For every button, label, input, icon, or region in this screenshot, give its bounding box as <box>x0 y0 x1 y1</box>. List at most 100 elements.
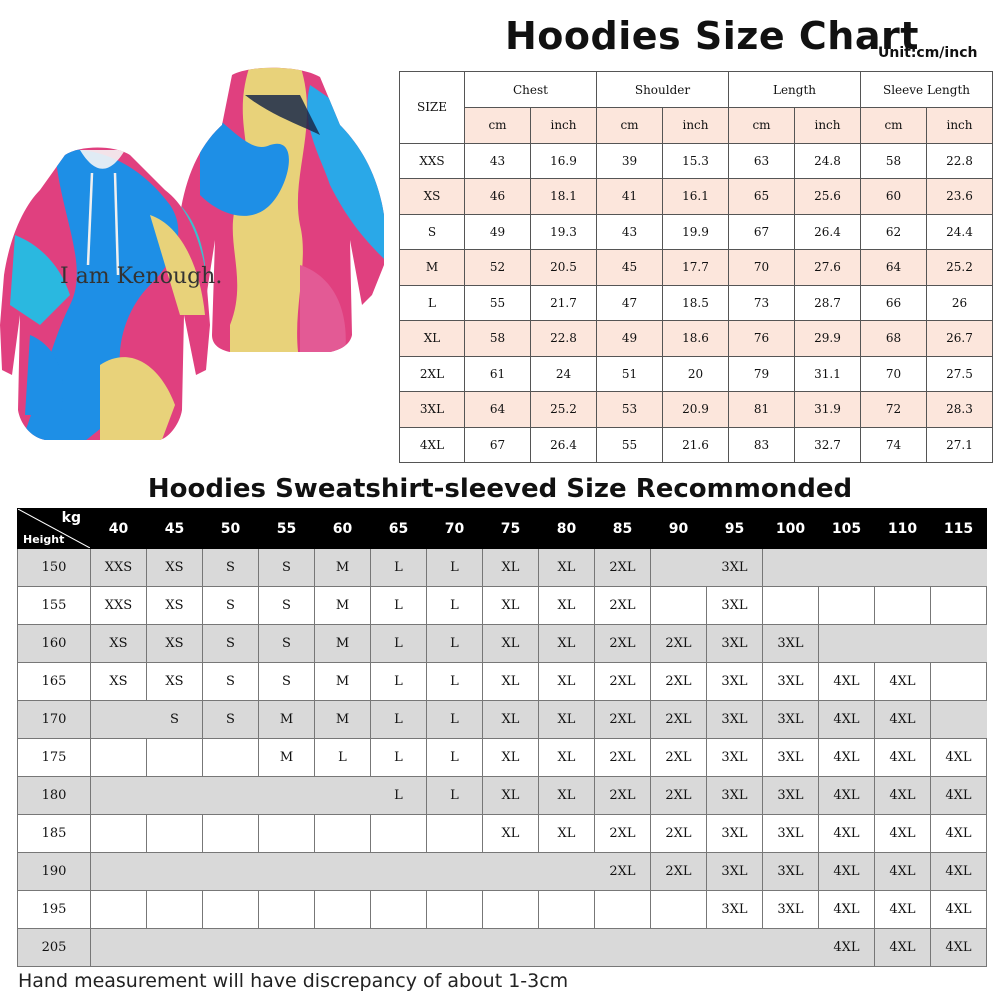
weight-header: 105 <box>818 508 875 549</box>
recommend-cell <box>90 814 147 853</box>
col-length: Length <box>728 71 861 108</box>
recommend-cell: XS <box>146 548 203 587</box>
measure-cell: 24.8 <box>794 142 861 179</box>
recommend-cell <box>930 700 987 739</box>
measure-cell: 58 <box>860 142 927 179</box>
recommend-cell: S <box>202 548 259 587</box>
recommend-cell: 4XL <box>930 852 987 891</box>
measure-cell: 55 <box>596 426 663 463</box>
recommend-cell: L <box>426 662 483 701</box>
recommend-cell <box>202 738 259 777</box>
recommend-cell <box>594 890 651 929</box>
recommend-cell: 4XL <box>818 738 875 777</box>
measure-cell: 28.7 <box>794 284 861 321</box>
recommend-cell: 4XL <box>874 776 931 815</box>
size-row: 4XL 67 26.4 55 21.6 83 32.7 74 27.1 <box>399 426 993 463</box>
recommend-cell: 4XL <box>930 890 987 929</box>
recommend-title: Hoodies Sweatshirt-sleeved Size Recommon… <box>147 474 853 504</box>
height-cell: 175 <box>17 738 91 777</box>
weight-header: 90 <box>650 508 707 549</box>
unit-label: Unit:cm/inch <box>878 45 978 61</box>
size-recommend-table: kg Height 40 45 50 55 60 65 70 75 80 85 90 95 100 105… <box>17 508 987 967</box>
unit-inch: inch <box>794 107 861 144</box>
recommend-row: 160 XS XS S S M L L XL XL 2XL 2XL 3XL 3XL <box>17 624 987 663</box>
recommend-cell <box>314 814 371 853</box>
size-row: XL 58 22.8 49 18.6 76 29.9 68 26.7 <box>399 320 993 357</box>
recommend-cell <box>370 928 427 967</box>
recommend-cell <box>482 928 539 967</box>
recommend-cell: L <box>426 700 483 739</box>
recommend-cell: 4XL <box>874 852 931 891</box>
measure-cell: 27.5 <box>926 355 993 392</box>
height-cell: 205 <box>17 928 91 967</box>
recommend-cell <box>146 928 203 967</box>
recommend-cell <box>426 814 483 853</box>
recommend-cell: XL <box>482 662 539 701</box>
measure-cell: 26.4 <box>530 426 597 463</box>
recommend-cell: 2XL <box>650 700 707 739</box>
recommend-cell: 3XL <box>706 624 763 663</box>
measure-cell: 55 <box>464 284 531 321</box>
measure-cell: 62 <box>860 213 927 250</box>
recommend-cell: 2XL <box>650 852 707 891</box>
measure-cell: 83 <box>728 426 795 463</box>
recommend-cell: 2XL <box>594 776 651 815</box>
recommend-cell <box>146 852 203 891</box>
recommend-cell: XS <box>146 624 203 663</box>
measure-cell: 20.9 <box>662 391 729 428</box>
recommend-cell: L <box>370 662 427 701</box>
recommend-cell: 2XL <box>594 814 651 853</box>
recommend-cell: XXS <box>90 586 147 625</box>
recommend-cell <box>426 928 483 967</box>
recommend-cell <box>258 852 315 891</box>
recommend-cell: S <box>258 586 315 625</box>
recommend-cell: 4XL <box>874 738 931 777</box>
recommend-cell <box>90 890 147 929</box>
recommend-cell: 4XL <box>874 814 931 853</box>
recommend-cell <box>874 548 931 587</box>
size-row: XS 46 18.1 41 16.1 65 25.6 60 23.6 <box>399 178 993 215</box>
recommend-cell <box>202 776 259 815</box>
recommend-cell: S <box>146 700 203 739</box>
size-header: SIZE <box>399 71 465 144</box>
recommend-cell <box>650 928 707 967</box>
recommend-cell: 2XL <box>650 738 707 777</box>
height-cell: 180 <box>17 776 91 815</box>
weight-header: 70 <box>426 508 483 549</box>
measure-cell: 79 <box>728 355 795 392</box>
measure-cell: 16.9 <box>530 142 597 179</box>
weight-header: 60 <box>314 508 371 549</box>
recommend-cell: XS <box>90 624 147 663</box>
unit-cm: cm <box>728 107 795 144</box>
measure-cell: 66 <box>860 284 927 321</box>
recommend-cell: 4XL <box>874 890 931 929</box>
measure-cell: 68 <box>860 320 927 357</box>
recommend-cell: 3XL <box>706 776 763 815</box>
recommend-cell <box>90 928 147 967</box>
recommend-cell <box>314 776 371 815</box>
recommend-cell: 4XL <box>874 662 931 701</box>
size-row: XXS 43 16.9 39 15.3 63 24.8 58 22.8 <box>399 142 993 179</box>
recommend-cell: XL <box>538 738 595 777</box>
recommend-cell <box>370 852 427 891</box>
recommend-cell <box>538 890 595 929</box>
recommend-cell: 2XL <box>594 852 651 891</box>
recommend-cell: 2XL <box>650 814 707 853</box>
recommend-cell: M <box>314 700 371 739</box>
weight-header: 115 <box>930 508 987 549</box>
recommend-cell <box>146 814 203 853</box>
recommend-cell <box>818 586 875 625</box>
page-title: Hoodies Size Chart <box>505 14 919 58</box>
weight-header: 65 <box>370 508 427 549</box>
recommend-cell: L <box>426 548 483 587</box>
measure-cell: 16.1 <box>662 178 729 215</box>
recommend-cell: XL <box>482 548 539 587</box>
recommend-cell <box>258 890 315 929</box>
recommend-cell: L <box>426 776 483 815</box>
unit-inch: inch <box>530 107 597 144</box>
recommend-cell <box>146 738 203 777</box>
weight-header: 50 <box>202 508 259 549</box>
recommend-cell: 3XL <box>706 586 763 625</box>
measure-cell: 74 <box>860 426 927 463</box>
recommend-cell <box>258 928 315 967</box>
